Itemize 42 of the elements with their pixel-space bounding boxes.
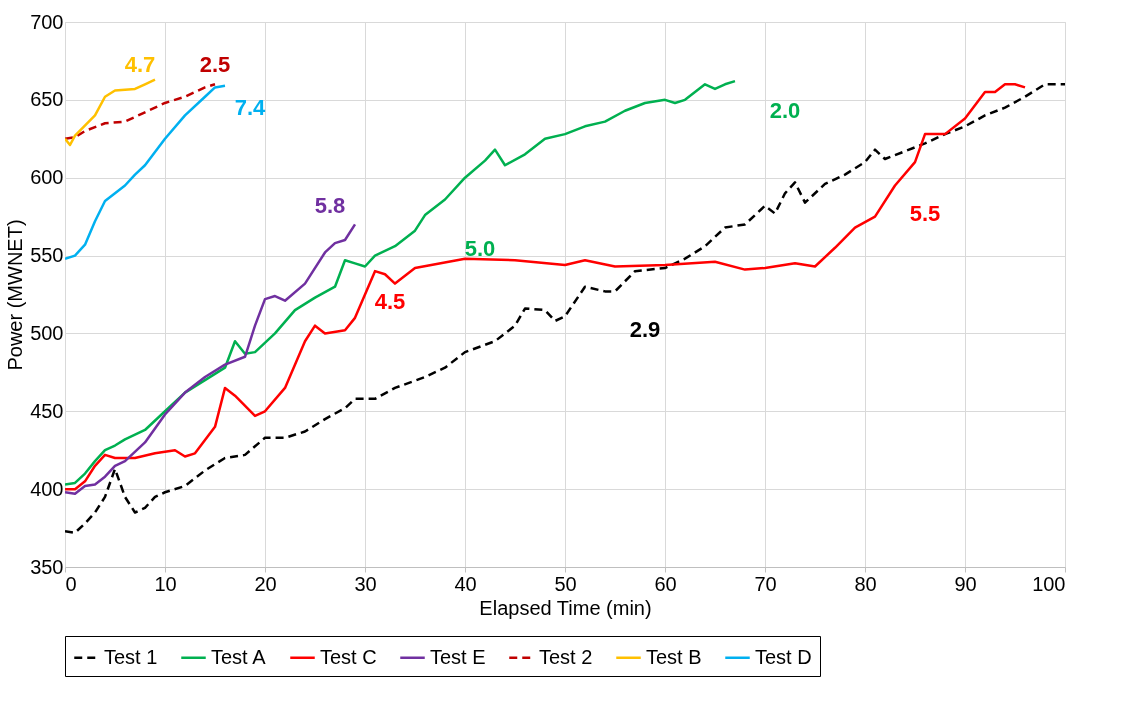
x-tick-label: 20	[254, 572, 277, 595]
annotation: 5.8	[314, 193, 346, 218]
y-tick-label: 650	[30, 88, 64, 111]
x-tick-label: 80	[854, 572, 877, 595]
line-series	[65, 78, 157, 147]
x-tick-label: 90	[954, 572, 977, 595]
y-tick-label: 550	[30, 244, 64, 267]
y-tick-label: 600	[30, 166, 64, 189]
x-tick-label: 50	[554, 572, 577, 595]
x-axis-title: Elapsed Time (min)	[479, 596, 652, 619]
legend-label: Test B	[646, 645, 702, 668]
annotation: 2.5	[199, 52, 231, 78]
line-series	[65, 223, 357, 496]
x-tick-label: 0	[65, 572, 77, 595]
legend-label: Test 1	[104, 645, 158, 668]
x-tick-label: 10	[154, 572, 177, 595]
x-tick-label: 100	[1032, 572, 1066, 595]
y-tick-label: 500	[30, 321, 64, 344]
annotation: 2.0	[769, 98, 801, 124]
line-series	[65, 84, 227, 260]
x-tick-label: 40	[454, 572, 477, 595]
legend-label: Test A	[211, 645, 267, 668]
line-series	[65, 79, 737, 486]
legend-label: Test E	[430, 645, 486, 668]
annotation: 2.9	[629, 317, 661, 343]
annotation: 4.7	[124, 52, 156, 78]
y-axis-title: Power (MWNET)	[4, 219, 27, 371]
x-tick-label: 30	[354, 572, 377, 595]
annotation: 5.5	[909, 200, 941, 226]
y-tick-label: 700	[30, 10, 64, 33]
y-tick-label: 400	[30, 477, 64, 500]
legend-label: Test D	[755, 645, 812, 668]
annotation: 5.0	[464, 236, 496, 262]
annotation: 4.5	[374, 289, 406, 315]
x-tick-label: 70	[754, 572, 777, 595]
legend-label: Test C	[320, 645, 377, 668]
line-series	[65, 83, 217, 141]
x-tick-label: 60	[654, 572, 677, 595]
annotation: 7.4	[234, 94, 267, 120]
y-tick-label: 350	[30, 555, 64, 578]
legend-label: Test 2	[539, 645, 593, 668]
y-tick-label: 450	[30, 399, 64, 422]
